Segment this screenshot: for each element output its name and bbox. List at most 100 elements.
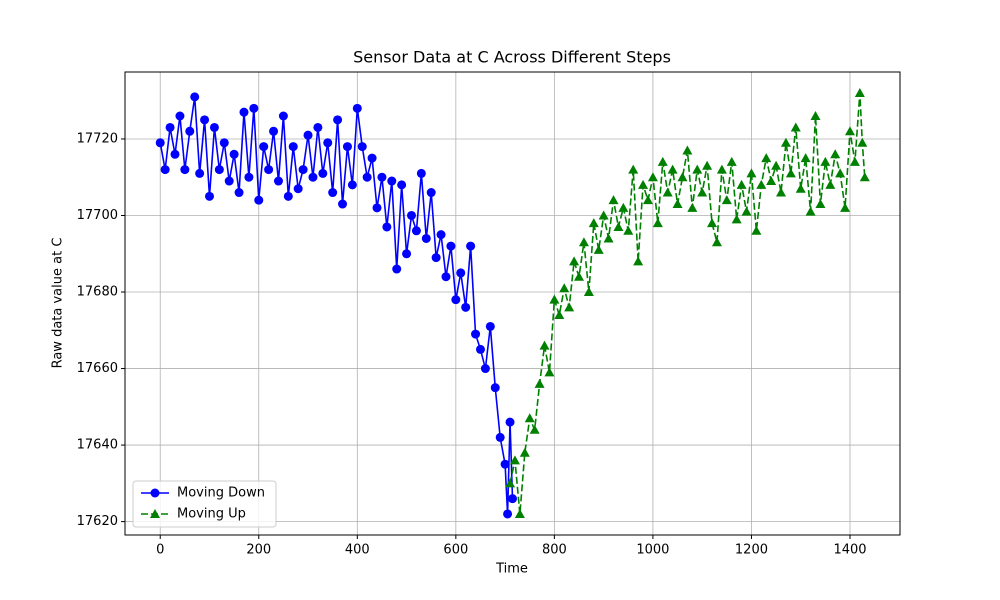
marker bbox=[613, 221, 624, 231]
marker bbox=[857, 137, 868, 147]
marker bbox=[249, 103, 259, 113]
series bbox=[155, 92, 517, 519]
marker bbox=[451, 295, 461, 305]
marker bbox=[672, 199, 683, 209]
marker bbox=[416, 168, 426, 178]
marker bbox=[229, 149, 239, 159]
marker bbox=[308, 172, 318, 182]
marker bbox=[155, 138, 165, 148]
marker bbox=[549, 294, 560, 304]
marker bbox=[278, 111, 288, 121]
legend: Moving Down Moving Up bbox=[132, 480, 277, 528]
marker bbox=[185, 126, 195, 136]
marker bbox=[524, 413, 535, 423]
marker bbox=[707, 218, 718, 228]
x-tick-label: 1000 bbox=[636, 543, 669, 558]
marker bbox=[746, 168, 757, 178]
x-axis-label: Time bbox=[495, 562, 528, 577]
marker bbox=[840, 202, 851, 212]
marker bbox=[456, 268, 466, 278]
marker bbox=[534, 378, 545, 388]
marker bbox=[736, 179, 747, 189]
y-tick-label: 17720 bbox=[77, 131, 118, 146]
marker bbox=[466, 241, 476, 251]
marker bbox=[283, 191, 293, 201]
marker bbox=[426, 188, 436, 198]
marker bbox=[716, 164, 727, 174]
marker bbox=[303, 130, 313, 140]
legend-label: Moving Down bbox=[177, 486, 265, 501]
x-tick-label: 1200 bbox=[735, 543, 768, 558]
x-tick-label: 0 bbox=[156, 543, 164, 558]
marker bbox=[461, 302, 471, 312]
marker bbox=[224, 176, 234, 186]
marker bbox=[480, 364, 490, 374]
marker bbox=[603, 233, 614, 243]
marker bbox=[771, 160, 782, 170]
marker bbox=[697, 187, 708, 197]
marker bbox=[761, 153, 772, 163]
marker bbox=[633, 256, 644, 266]
marker bbox=[731, 214, 742, 224]
chart-title: Sensor Data at C Across Different Steps bbox=[353, 48, 671, 67]
marker bbox=[490, 383, 500, 393]
marker bbox=[180, 165, 190, 175]
marker bbox=[347, 180, 357, 190]
marker bbox=[338, 199, 348, 209]
marker bbox=[667, 164, 678, 174]
marker bbox=[362, 172, 372, 182]
ticks: 0 200 400 600 800 1000 1200 1400 17620 17640 17660… bbox=[77, 131, 867, 557]
marker bbox=[721, 195, 732, 205]
marker bbox=[642, 195, 653, 205]
marker bbox=[652, 218, 663, 228]
x-tick-label: 800 bbox=[542, 543, 567, 558]
marker bbox=[195, 168, 205, 178]
marker bbox=[790, 122, 801, 132]
marker bbox=[844, 126, 855, 136]
y-tick-label: 17640 bbox=[77, 438, 118, 453]
marker bbox=[219, 138, 229, 148]
marker bbox=[367, 153, 377, 163]
marker bbox=[175, 111, 185, 121]
marker bbox=[662, 187, 673, 197]
marker bbox=[835, 168, 846, 178]
marker bbox=[273, 176, 283, 186]
marker bbox=[485, 321, 495, 331]
marker bbox=[254, 195, 264, 205]
marker bbox=[357, 142, 367, 152]
marker bbox=[505, 478, 516, 488]
marker bbox=[471, 329, 481, 339]
marker bbox=[293, 184, 303, 194]
marker bbox=[392, 264, 402, 274]
marker bbox=[618, 202, 629, 212]
marker bbox=[810, 111, 821, 121]
marker bbox=[623, 225, 634, 235]
marker bbox=[382, 222, 392, 232]
marker bbox=[578, 237, 589, 247]
marker bbox=[209, 122, 219, 132]
marker bbox=[647, 172, 658, 182]
marker bbox=[859, 172, 870, 182]
marker bbox=[559, 283, 570, 293]
marker bbox=[766, 176, 777, 186]
marker bbox=[505, 417, 515, 427]
marker bbox=[214, 165, 224, 175]
marker bbox=[820, 156, 831, 166]
series bbox=[505, 88, 870, 518]
marker bbox=[436, 230, 446, 240]
marker bbox=[756, 179, 767, 189]
marker bbox=[544, 367, 555, 377]
x-tick-label: 1400 bbox=[833, 543, 866, 558]
marker bbox=[638, 179, 649, 189]
marker bbox=[628, 164, 639, 174]
marker bbox=[269, 126, 279, 136]
marker bbox=[608, 195, 619, 205]
y-tick-label: 17660 bbox=[77, 361, 118, 376]
marker bbox=[160, 165, 170, 175]
marker bbox=[825, 179, 836, 189]
marker bbox=[702, 160, 713, 170]
marker bbox=[421, 233, 431, 243]
marker bbox=[598, 210, 609, 220]
marker bbox=[259, 142, 269, 152]
